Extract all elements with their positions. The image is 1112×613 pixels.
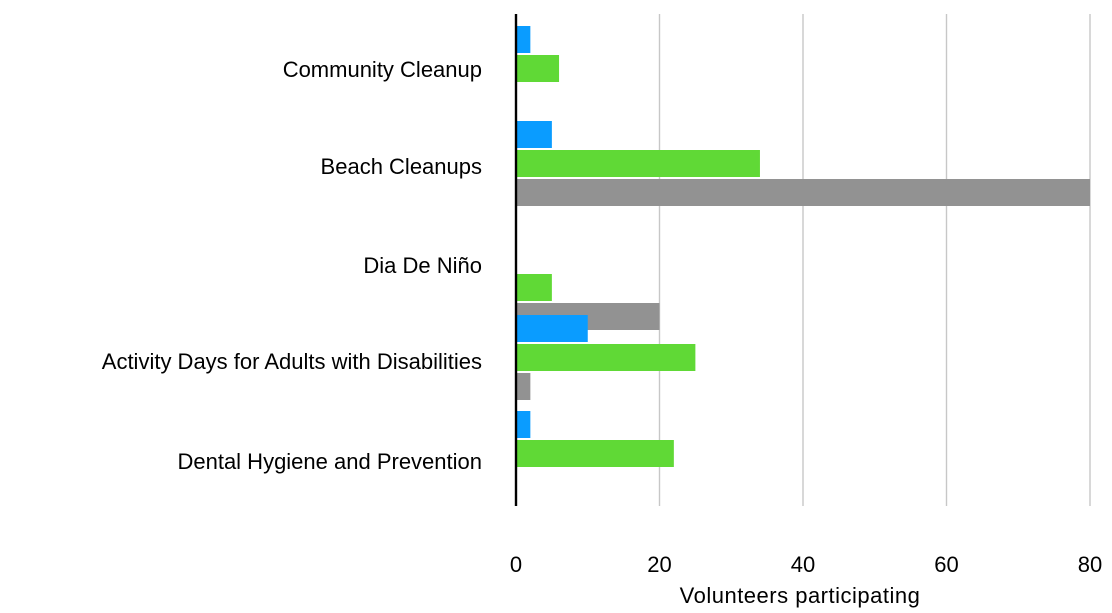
category-label: Activity Days for Adults with Disabiliti… (102, 349, 482, 374)
x-tick-label: 60 (934, 552, 958, 577)
bar-series1-cat5 (516, 411, 531, 438)
bar-series2-cat4 (516, 344, 696, 371)
bar-series2-cat1 (516, 55, 560, 82)
bar-series1-cat1 (516, 26, 531, 53)
bar-series1-cat4 (516, 315, 588, 342)
gridlines (658, 14, 1091, 506)
category-label: Dia De Niño (363, 253, 482, 278)
x-tick-label: 0 (510, 552, 522, 577)
x-tick-label: 80 (1078, 552, 1102, 577)
bar-series3-cat4 (516, 373, 531, 400)
category-label: Beach Cleanups (321, 154, 482, 179)
bar-series2-cat5 (516, 440, 674, 467)
x-axis-title: Volunteers participating (680, 583, 921, 608)
bar-series2-cat2 (516, 150, 760, 177)
x-tick-label: 20 (647, 552, 671, 577)
x-tick-labels: 0 20 40 60 80 (510, 552, 1102, 577)
category-label: Community Cleanup (283, 57, 482, 82)
x-tick-label: 40 (791, 552, 815, 577)
category-label: Dental Hygiene and Prevention (177, 449, 482, 474)
bar-series3-cat2 (516, 179, 1090, 206)
bar-series2-cat3 (516, 274, 552, 301)
bar-series1-cat2 (516, 121, 552, 148)
category-labels: Community Cleanup Beach Cleanups Dia De Ni… (102, 57, 482, 474)
bars (516, 26, 1090, 467)
